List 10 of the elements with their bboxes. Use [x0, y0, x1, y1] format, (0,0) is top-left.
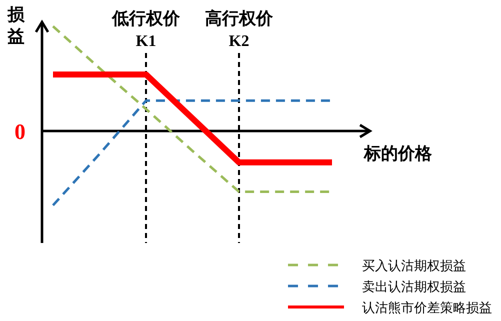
text: 0 — [14, 119, 26, 144]
x-axis-title: 标的价格 — [363, 144, 433, 164]
legend-label: 认沽熊市价差策略损益 — [362, 301, 492, 316]
x-tick-label: K2 — [228, 33, 250, 50]
x-tick-label: K1 — [136, 33, 156, 50]
ref-line-label: 高行权价 — [205, 9, 274, 29]
ref-line-label: 低行权价 — [111, 9, 181, 29]
legend-label: 买入认沽期权损益 — [362, 259, 466, 274]
legend-label: 卖出认沽期权损益 — [362, 280, 466, 295]
y-axis-title: 损益 — [6, 5, 26, 47]
